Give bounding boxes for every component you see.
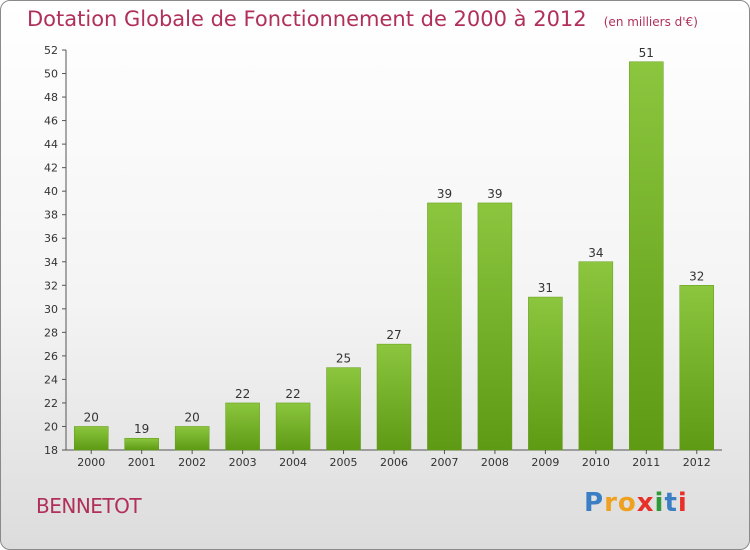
value-label: 31 [538, 281, 553, 295]
bar [427, 202, 462, 451]
x-tick-label: 2001 [128, 456, 156, 469]
logo-letter: t [664, 488, 678, 518]
value-label: 34 [588, 246, 603, 260]
bar [629, 61, 664, 451]
x-tick-label: 2006 [380, 456, 408, 469]
y-tick-label: 48 [44, 91, 58, 104]
value-label: 22 [285, 387, 300, 401]
y-tick-label: 20 [44, 420, 58, 433]
y-tick-label: 30 [44, 303, 58, 316]
x-tick-label: 2007 [430, 456, 458, 469]
bar [225, 402, 260, 451]
chart-unit-text: (en milliers d'€) [603, 15, 698, 29]
bar [578, 261, 614, 451]
y-tick-label: 32 [44, 279, 58, 292]
bar [174, 426, 210, 451]
logo-letter: r [604, 488, 618, 518]
chart-title: Dotation Globale de Fonctionnement de 20… [27, 7, 698, 31]
y-tick-label: 52 [44, 44, 58, 57]
x-tick-label: 2002 [178, 456, 206, 469]
value-label: 19 [134, 422, 149, 436]
x-tick-label: 2005 [330, 456, 358, 469]
logo-letter: i [654, 488, 665, 518]
value-label: 39 [487, 187, 502, 201]
value-label: 20 [185, 410, 200, 424]
bar [679, 285, 715, 451]
bar [477, 202, 513, 451]
chart-title-text: Dotation Globale de Fonctionnement de 20… [27, 7, 587, 31]
value-label: 27 [386, 328, 401, 342]
bar [528, 296, 563, 451]
x-tick-label: 2012 [683, 456, 711, 469]
y-tick-label: 22 [44, 397, 58, 410]
y-tick-label: 18 [44, 444, 58, 457]
y-tick-label: 50 [44, 68, 58, 81]
value-label: 51 [639, 46, 654, 60]
value-label: 20 [84, 410, 99, 424]
value-label: 32 [689, 269, 704, 283]
y-tick-label: 26 [44, 350, 58, 363]
x-tick-label: 2011 [632, 456, 660, 469]
commune-name: BENNETOT [36, 494, 142, 518]
x-tick-labels: 2000 2001 2002 2003 2004 2005 2006 2007 2008 2009… [77, 450, 711, 469]
x-tick-label: 2000 [77, 456, 105, 469]
y-tick-label: 38 [44, 209, 58, 222]
bars [73, 61, 715, 451]
value-labels: 20 19 20 22 22 25 27 39 39 31 34 51 32 [84, 46, 705, 436]
y-tick-label: 24 [44, 373, 58, 386]
logo-letter: x [636, 488, 655, 518]
y-tick-label: 36 [44, 232, 58, 245]
x-tick-label: 2009 [531, 456, 559, 469]
bar [124, 437, 159, 451]
logo-letter: i [677, 488, 688, 518]
y-tick-label: 28 [44, 326, 58, 339]
y-tick-label: 34 [44, 256, 58, 269]
logo-letter: o [617, 488, 637, 518]
value-label: 25 [336, 352, 351, 366]
y-tick-label: 44 [44, 138, 58, 151]
x-tick-label: 2003 [229, 456, 257, 469]
bar [275, 402, 311, 451]
x-tick-label: 2004 [279, 456, 307, 469]
bar [326, 367, 361, 451]
y-tick-label: 46 [44, 115, 58, 128]
y-tick-label: 42 [44, 162, 58, 175]
x-tick-label: 2010 [582, 456, 610, 469]
y-tick-label: 40 [44, 185, 58, 198]
x-tick-label: 2008 [481, 456, 509, 469]
value-label: 22 [235, 387, 250, 401]
bar [73, 426, 109, 451]
logo-letter: P [584, 488, 605, 518]
value-label: 39 [437, 187, 452, 201]
proxiti-logo: Proxiti [584, 488, 688, 518]
bar [376, 343, 412, 451]
y-ticks: 18 20 22 24 26 28 30 32 34 36 38 40 42 44 46 48 50 52 [44, 44, 66, 457]
